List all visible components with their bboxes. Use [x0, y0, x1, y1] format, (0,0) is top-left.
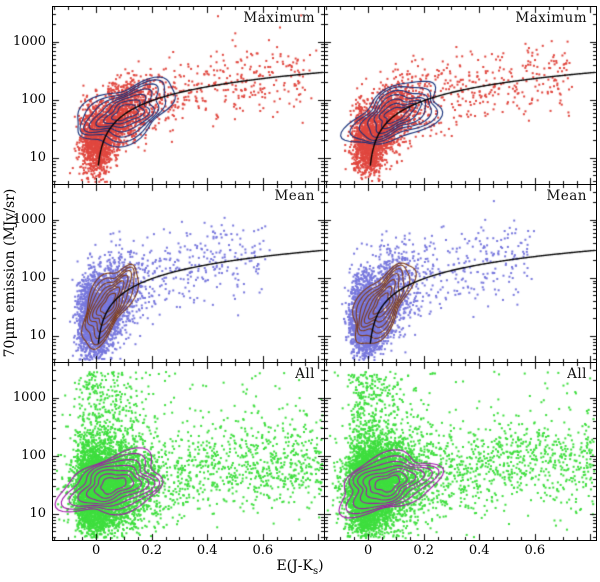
panel-maximum-left: Maximum — [52, 6, 324, 184]
y-tick-label: 100 — [21, 91, 46, 107]
x-tick-label: 0.6 — [252, 543, 274, 558]
x-axis-label-post: ) — [318, 558, 324, 574]
x-axis-label-sub: s — [312, 565, 319, 577]
x-tick-label: 0 — [91, 543, 101, 558]
y-tick-label: 100 — [21, 269, 46, 285]
y-tick-label: 100 — [21, 447, 46, 463]
x-tick-label: 0.6 — [524, 543, 546, 558]
x-axis-label: E(J-Ks) — [0, 558, 600, 577]
panel-label: All — [567, 366, 587, 382]
x-tick-label: 0 — [363, 543, 373, 558]
panel-label: Maximum — [515, 10, 587, 26]
panel-label: Maximum — [243, 10, 315, 26]
y-tick-label: 1000 — [12, 33, 46, 49]
panel-mean-left: Mean — [52, 184, 324, 362]
scatter-canvas — [325, 363, 596, 540]
panel-label: All — [295, 366, 315, 382]
y-tick-label: 10 — [29, 149, 46, 165]
scatter-canvas — [53, 185, 324, 362]
x-tick-label: 0.4 — [196, 543, 218, 558]
panel-mean-right: Mean — [324, 184, 596, 362]
y-tick-label: 10 — [29, 505, 46, 521]
x-tick-label: 0.4 — [468, 543, 490, 558]
scatter-canvas — [53, 363, 324, 540]
y-tick-label: 10 — [29, 327, 46, 343]
panel-maximum-right: Maximum — [324, 6, 596, 184]
scatter-canvas — [325, 7, 596, 184]
x-tick-label: 0.2 — [413, 543, 434, 558]
panel-all-right: All — [324, 362, 596, 540]
scatter-canvas — [325, 185, 596, 362]
scatter-canvas — [53, 7, 324, 184]
panel-label: Mean — [274, 188, 315, 204]
panel-grid: Maximum Maximum Mean Mean All All — [52, 6, 597, 541]
y-tick-label: 1000 — [12, 211, 46, 227]
y-tick-label: 1000 — [12, 389, 46, 405]
x-tick-label: 0.2 — [141, 543, 162, 558]
panel-all-left: All — [52, 362, 324, 540]
x-axis-label-pre: E(J-K — [276, 558, 313, 574]
panel-label: Mean — [546, 188, 587, 204]
